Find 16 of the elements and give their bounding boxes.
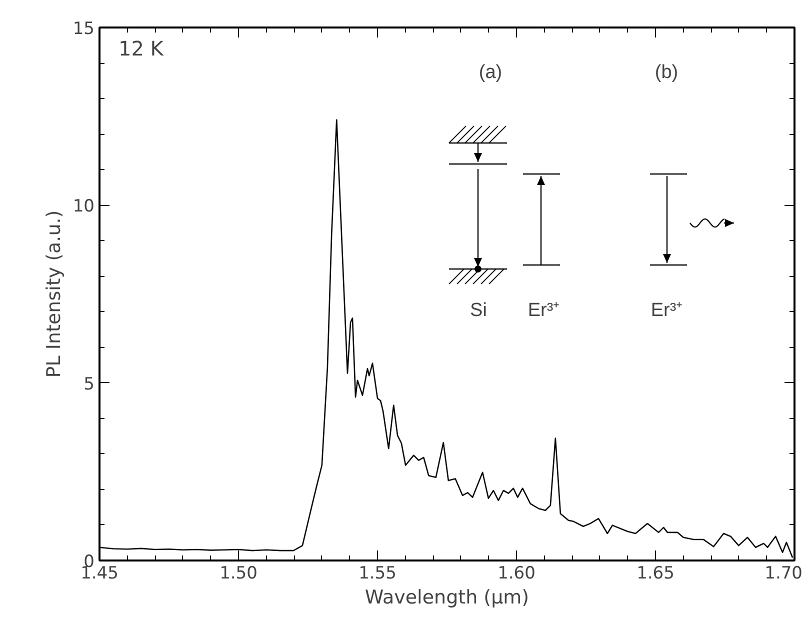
x-tick-label: 1.55	[358, 564, 396, 584]
y-tick-label: 5	[84, 374, 95, 394]
annotation: (a)	[478, 62, 502, 83]
annotation: Si	[470, 300, 487, 321]
y-tick-label: 10	[72, 196, 95, 217]
y-axis-title: PL Intensity (a.u.)	[42, 210, 65, 378]
x-tick-label: 1.70	[764, 564, 802, 584]
annotation: 12 K	[118, 36, 164, 60]
annotation: Er³⁺	[650, 300, 682, 321]
x-tick-label: 1.65	[636, 564, 674, 584]
annotation: Er³⁺	[528, 300, 560, 321]
x-tick-label: 1.60	[498, 564, 536, 584]
x-axis-title: Wavelength (μm)	[364, 586, 530, 608]
y-tick-label: 15	[72, 19, 95, 39]
x-tick-label: 1.50	[220, 564, 258, 584]
annotation: (b)	[654, 62, 678, 83]
